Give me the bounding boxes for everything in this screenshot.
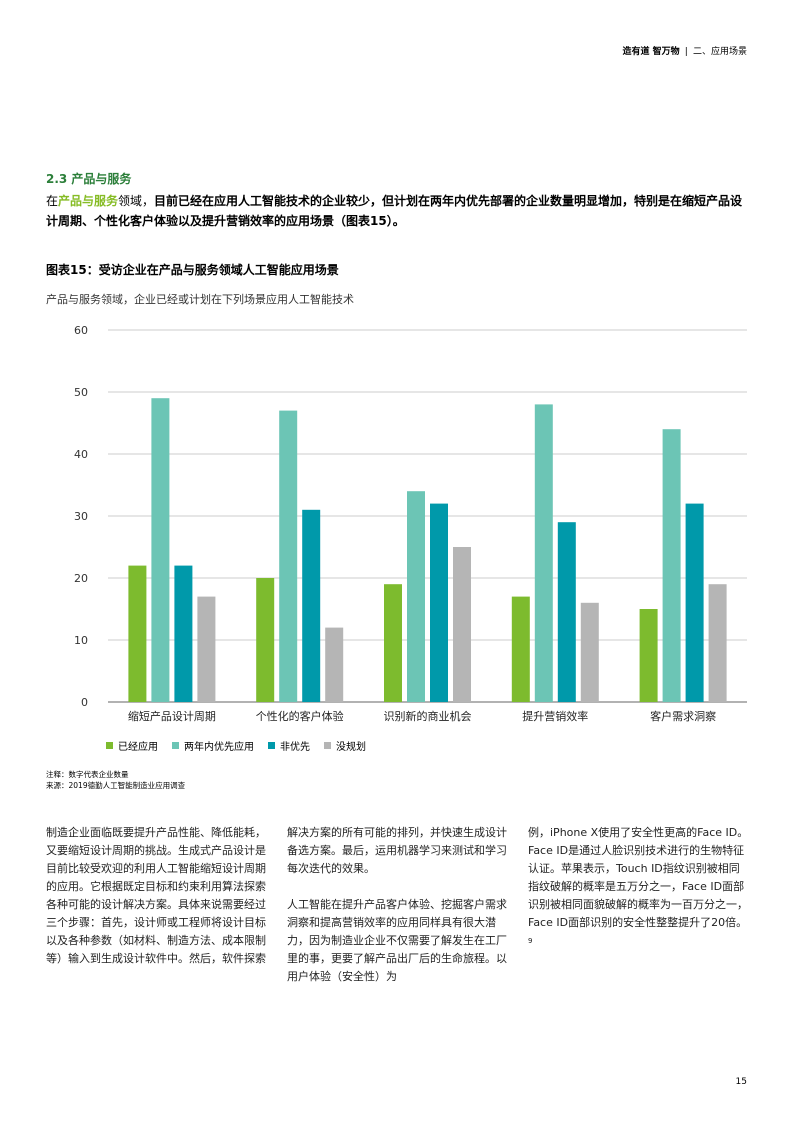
col2-paragraph-1: 解决方案的所有可能的排列，并快速生成设计备选方案。最后，运用机器学习来测试和学习… xyxy=(287,826,507,875)
bar xyxy=(580,602,599,702)
legend-label: 非优先 xyxy=(280,742,310,753)
figure-title: 图表15：受访企业在产品与服务领域人工智能应用场景 xyxy=(46,263,339,277)
legend-swatch xyxy=(172,742,179,749)
legend-item: 没规划 xyxy=(324,738,366,753)
x-tick-label: 客户需求洞察 xyxy=(650,709,716,723)
footnote-marker: 9 xyxy=(528,937,533,945)
intro-after-highlight: 领域， xyxy=(118,194,155,208)
x-tick-label: 个性化的客户体验 xyxy=(256,709,344,723)
x-tick-label: 提升营销效率 xyxy=(522,709,588,723)
col2-paragraph-2: 人工智能在提升产品客户体验、挖掘客户需求洞察和提高营销效率的应用同样具有很大潜力… xyxy=(287,898,507,983)
page-header: 造有道 智万物 | 二、应用场景 xyxy=(623,44,747,57)
figure-subtitle: 产品与服务领域，企业已经或计划在下列场景应用人工智能技术 xyxy=(46,293,354,306)
section-title: 2.3 产品与服务 xyxy=(46,172,132,186)
section-intro: 在产品与服务领域，目前已经在应用人工智能技术的企业较少，但计划在两年内优先部署的… xyxy=(46,191,751,231)
bar xyxy=(174,565,193,702)
header-section: 二、应用场景 xyxy=(692,47,747,57)
bar xyxy=(685,503,704,702)
y-tick-label: 40 xyxy=(74,448,88,461)
bar xyxy=(639,609,658,702)
y-tick-label: 20 xyxy=(74,572,88,585)
header-brand: 造有道 智万物 xyxy=(622,47,680,57)
x-tick-label: 缩短产品设计周期 xyxy=(128,709,216,723)
col3-paragraph-1: 例，iPhone X使用了安全性更高的Face ID。Face ID是通过人脸识… xyxy=(528,824,750,954)
legend-item: 非优先 xyxy=(268,738,310,753)
body-column-1: 制造企业面临既要提升产品性能、降低能耗，又要缩短设计周期的挑战。生成式产品设计是… xyxy=(46,824,268,986)
body-column-2: 解决方案的所有可能的排列，并快速生成设计备选方案。最后，运用机器学习来测试和学习… xyxy=(287,824,509,1004)
legend-swatch xyxy=(268,742,275,749)
intro-prefix: 在 xyxy=(46,194,59,208)
legend-swatch xyxy=(106,742,113,749)
bar xyxy=(151,398,170,702)
y-tick-label: 0 xyxy=(81,696,88,709)
bar xyxy=(256,578,275,702)
bar xyxy=(557,522,576,702)
note-text: 注释：数字代表企业数量 xyxy=(46,770,129,779)
bar xyxy=(325,627,344,702)
body-column-3: 例，iPhone X使用了安全性更高的Face ID。Face ID是通过人脸识… xyxy=(528,824,750,972)
bar xyxy=(407,491,425,702)
legend-label: 两年内优先应用 xyxy=(184,742,254,753)
chart-legend: 已经应用 两年内优先应用 非优先 没规划 xyxy=(106,738,366,753)
bar-chart: 0 10 20 30 40 50 60 缩短产品设计周期 个性化的客户体验 识别新的商业机会 提升营… xyxy=(74,324,747,723)
y-tick-label: 60 xyxy=(74,324,88,337)
y-tick-label: 30 xyxy=(74,510,88,523)
bar xyxy=(662,429,681,702)
bar xyxy=(430,503,448,702)
bar xyxy=(279,410,298,702)
page-number: 15 xyxy=(735,1077,747,1087)
legend-label: 已经应用 xyxy=(118,742,158,753)
source-text: 来源：2019德勤人工智能制造业应用调查 xyxy=(46,781,186,790)
figure-notes: 注释：数字代表企业数量 来源：2019德勤人工智能制造业应用调查 xyxy=(46,769,185,791)
bar xyxy=(453,547,471,702)
section-block: 2.3 产品与服务 在产品与服务领域，目前已经在应用人工智能技术的企业较少，但计… xyxy=(46,170,751,231)
bar xyxy=(511,596,530,702)
legend-item: 两年内优先应用 xyxy=(172,738,254,753)
legend-label: 没规划 xyxy=(336,742,366,753)
intro-highlight: 产品与服务 xyxy=(58,194,119,208)
col1-paragraph-1: 制造企业面临既要提升产品性能、降低能耗，又要缩短设计周期的挑战。生成式产品设计是… xyxy=(46,826,266,965)
bar xyxy=(384,584,402,702)
intro-bold-text: 目前已经在应用人工智能技术的企业较少，但计划在两年内优先部署的企业数量明显增加，… xyxy=(46,194,743,228)
bar xyxy=(708,584,727,702)
bar xyxy=(302,509,321,702)
header-separator: | xyxy=(684,47,688,57)
bar xyxy=(197,596,216,702)
bar xyxy=(128,565,147,702)
x-tick-label: 识别新的商业机会 xyxy=(384,709,472,723)
y-tick-label: 50 xyxy=(74,386,88,399)
legend-swatch xyxy=(324,742,331,749)
legend-item: 已经应用 xyxy=(106,738,158,753)
y-tick-label: 10 xyxy=(74,634,88,647)
col3-text: 例，iPhone X使用了安全性更高的Face ID。Face ID是通过人脸识… xyxy=(528,826,749,929)
bar xyxy=(534,404,553,702)
